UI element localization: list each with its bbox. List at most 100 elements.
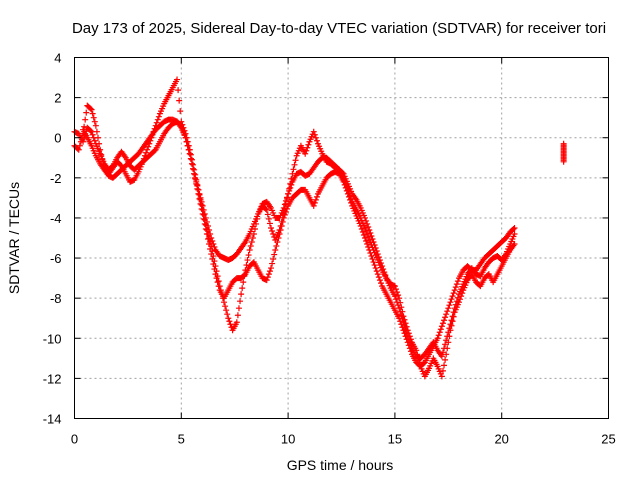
data-point	[439, 320, 446, 327]
data-point	[451, 287, 458, 294]
data-point	[449, 318, 456, 325]
data-point	[341, 181, 348, 188]
data-point	[213, 275, 220, 282]
y-tick-label: -14	[43, 412, 62, 427]
data-point	[310, 202, 317, 209]
data-point	[369, 256, 376, 263]
data-point	[174, 76, 181, 83]
data-point	[446, 302, 453, 309]
data-point	[195, 190, 202, 197]
data-point	[312, 196, 319, 203]
data-point	[560, 158, 567, 165]
data-point	[186, 150, 193, 157]
data-point	[447, 299, 454, 306]
data-point	[435, 332, 442, 339]
data-point	[366, 226, 373, 233]
data-point	[348, 199, 355, 206]
data-point	[368, 232, 375, 239]
data-point	[305, 141, 312, 148]
data-point	[345, 193, 352, 200]
data-point	[91, 137, 98, 144]
data-point	[290, 166, 297, 173]
data-point	[214, 279, 221, 286]
data-point	[87, 127, 94, 134]
data-point	[444, 308, 451, 315]
data-point	[270, 230, 277, 237]
x-tick-label: 5	[178, 432, 185, 447]
y-tick-label: 0	[54, 131, 61, 146]
data-point	[144, 146, 151, 153]
data-point	[367, 229, 374, 236]
data-point	[183, 138, 190, 145]
data-point	[401, 316, 408, 323]
data-point	[176, 97, 183, 104]
data-point	[357, 222, 364, 229]
data-point	[446, 333, 453, 340]
data-point	[436, 329, 443, 336]
data-point	[151, 147, 158, 154]
data-point	[196, 195, 203, 202]
data-point	[215, 283, 222, 290]
data-point	[311, 131, 318, 138]
data-point	[285, 190, 292, 197]
y-tick-label: 4	[54, 51, 61, 66]
data-point	[182, 134, 189, 141]
data-point	[153, 119, 160, 126]
data-point	[272, 247, 279, 254]
data-point	[199, 210, 206, 217]
data-point	[404, 339, 411, 346]
data-point	[197, 200, 204, 207]
data-point	[249, 235, 256, 241]
data-point	[510, 225, 517, 232]
data-point	[367, 250, 374, 257]
data-point	[211, 244, 218, 251]
data-point	[222, 303, 229, 310]
y-tick-label: -2	[50, 171, 62, 186]
y-tick-label: 2	[54, 91, 61, 106]
data-point	[268, 265, 275, 272]
data-point	[399, 308, 406, 315]
data-point	[90, 134, 97, 141]
data-point	[511, 230, 518, 237]
data-point	[340, 178, 347, 185]
data-point	[208, 251, 215, 258]
data-point	[81, 123, 88, 130]
data-point	[284, 194, 291, 201]
data-point	[303, 147, 310, 154]
data-point	[206, 226, 213, 233]
y-tick-label: -4	[50, 211, 62, 226]
data-point	[188, 160, 195, 167]
data-point	[247, 243, 254, 250]
data-point	[458, 293, 465, 300]
data-point	[391, 283, 398, 290]
data-point	[76, 142, 83, 149]
data-point	[366, 247, 373, 254]
data-point	[245, 252, 252, 259]
data-point	[402, 333, 409, 340]
data-point	[108, 163, 115, 170]
data-markers	[71, 76, 567, 380]
data-point	[358, 225, 365, 232]
data-point	[398, 304, 405, 311]
data-point	[441, 362, 448, 369]
data-point	[288, 181, 295, 188]
data-point	[398, 321, 405, 328]
data-point	[407, 348, 414, 355]
data-point	[371, 262, 378, 269]
data-point	[273, 243, 280, 250]
data-point	[344, 190, 351, 197]
data-point	[280, 214, 287, 221]
data-point	[443, 351, 450, 358]
data-point	[262, 205, 269, 212]
data-point	[414, 351, 421, 358]
data-point	[364, 230, 371, 237]
data-point	[406, 345, 413, 352]
data-point	[511, 224, 518, 231]
data-point	[177, 108, 184, 115]
data-point	[208, 235, 215, 241]
data-point	[372, 265, 379, 272]
data-point	[227, 321, 234, 328]
data-point	[313, 193, 320, 200]
data-point	[445, 305, 452, 312]
data-point	[89, 110, 96, 117]
